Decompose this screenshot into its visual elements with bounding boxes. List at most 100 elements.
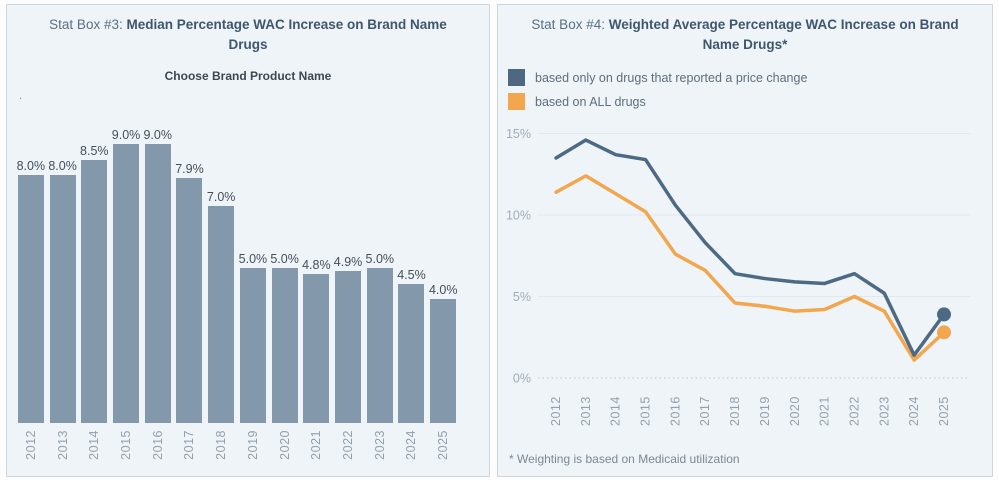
x-axis-label: 2012 [549, 396, 563, 426]
bar-column: 4.8% [300, 258, 332, 423]
x-axis-tick: 2025 [427, 430, 459, 474]
line-chart-legend: based only on drugs that reported a pric… [508, 69, 992, 110]
bar[interactable] [176, 178, 203, 423]
x-axis-label: 2015 [639, 396, 653, 426]
x-axis-label: 2018 [214, 430, 229, 460]
bar-column: 8.0% [47, 159, 79, 423]
stat-box-3-panel: Stat Box #3: Median Percentage WAC Incre… [6, 4, 490, 477]
x-axis-label: 2024 [404, 430, 419, 460]
x-axis-label: 2012 [23, 430, 38, 460]
stat-box-3-title-prefix: Stat Box #3: [49, 17, 127, 32]
x-axis-label: 2023 [372, 430, 387, 460]
bar-value-label: 7.9% [175, 162, 204, 177]
stat-box-3-title-main: Median Percentage WAC Increase on Brand … [126, 17, 447, 52]
bar-column: 4.9% [332, 255, 364, 423]
x-axis-label: 2016 [150, 430, 165, 460]
x-axis-label: 2015 [119, 430, 134, 460]
bar[interactable] [49, 175, 76, 423]
y-axis-label: 0% [513, 372, 531, 386]
x-axis-tick: 2024 [396, 430, 428, 474]
bar[interactable] [398, 283, 425, 423]
x-axis-label: 2021 [309, 430, 324, 460]
bar[interactable] [208, 206, 235, 423]
legend-swatch-orange [508, 93, 525, 110]
x-axis-tick: 2020 [269, 430, 301, 474]
bar-value-label: 8.5% [80, 143, 109, 158]
bar-value-label: 4.0% [428, 283, 458, 297]
x-axis-label: 2019 [758, 396, 772, 426]
legend-item-reported-price-change[interactable]: based only on drugs that reported a pric… [508, 69, 992, 86]
line-chart-svg: 0% 5% 10% 15% 2012 2013 2014 2015 2016 2017 2018 20… [506, 127, 970, 426]
line-reported-price-change[interactable] [554, 138, 946, 357]
footnote: * Weighting is based on Medicaid utiliza… [509, 452, 740, 466]
brand-product-filter-label[interactable]: Choose Brand Product Name [164, 69, 332, 83]
x-axis-label: 2020 [277, 430, 292, 460]
bar-value-label: 5.0% [270, 252, 299, 266]
x-axis-tick: 2022 [332, 430, 364, 474]
bar[interactable] [144, 144, 171, 423]
bar-value-label: 4.9% [333, 255, 363, 270]
bar[interactable] [303, 274, 330, 423]
legend-label: based only on drugs that reported a pric… [535, 70, 808, 85]
x-axis-tick: 2013 [47, 430, 79, 474]
bar-chart-xlabels: 2012 2013 2014 2015 2016 2017 2018 2019 2020 2021… [15, 430, 459, 474]
line-all-drugs[interactable] [554, 174, 946, 362]
x-axis-tick: 2018 [205, 430, 237, 474]
legend-swatch-dark [508, 69, 525, 86]
y-axis-label: 15% [506, 127, 531, 141]
x-axis-label: 2017 [182, 430, 197, 460]
bar[interactable] [271, 268, 298, 423]
x-axis-tick: 2017 [174, 430, 206, 474]
x-axis-tick: 2021 [300, 430, 332, 474]
stray-dot-text: . [19, 90, 23, 102]
bar[interactable] [430, 299, 457, 423]
x-axis-label: 2013 [55, 430, 70, 460]
end-marker[interactable] [937, 307, 951, 322]
line-chart: 0% 5% 10% 15% 2012 2013 2014 2015 2016 2017 2018 20… [498, 116, 992, 437]
x-axis-label: 2013 [579, 396, 593, 426]
bar-column: 7.9% [174, 162, 206, 423]
end-marker[interactable] [937, 325, 951, 340]
stat-box-4-panel: Stat Box #4: Weighted Average Percentage… [497, 4, 993, 477]
x-axis-label: 2014 [609, 396, 623, 426]
bar-value-label: 4.5% [397, 267, 426, 282]
y-axis-label: 10% [506, 209, 531, 223]
bar[interactable] [81, 159, 108, 423]
x-axis-label: 2020 [788, 396, 802, 426]
bar[interactable] [366, 268, 393, 423]
bar[interactable] [239, 268, 266, 423]
stat-box-3-title: Stat Box #3: Median Percentage WAC Incre… [7, 15, 489, 55]
x-axis-label: 2019 [245, 430, 260, 460]
bar-column: 8.0% [15, 159, 47, 423]
bar[interactable] [113, 144, 140, 423]
x-axis-tick: 2012 [15, 430, 47, 474]
bar-column: 5.0% [364, 252, 396, 423]
bar[interactable] [17, 175, 44, 423]
x-axis-label: 2022 [847, 396, 861, 426]
x-axis-label: 2022 [341, 430, 356, 460]
x-axis-label: 2024 [907, 396, 921, 426]
bar-column: 7.0% [205, 190, 237, 423]
x-axis-tick: 2023 [364, 430, 396, 474]
bar-value-label: 8.0% [16, 159, 46, 173]
bar-column: 9.0% [110, 128, 142, 423]
bar-column: 5.0% [237, 252, 269, 423]
x-axis-label: 2016 [668, 396, 682, 426]
bar-value-label: 5.0% [238, 252, 268, 266]
bar-column: 5.0% [269, 252, 301, 423]
bar-chart-bars: 8.0% 8.0% 8.5% 9.0% 9.0% 7.9% 7.0% 5.0% 5.0% 4.8%… [15, 127, 459, 423]
bar-value-label: 9.0% [111, 128, 141, 142]
bar[interactable] [335, 271, 362, 423]
legend-item-all-drugs[interactable]: based on ALL drugs [508, 93, 992, 110]
bar-value-label: 9.0% [143, 128, 172, 142]
x-axis-label: 2017 [698, 396, 712, 426]
bar-column: 8.5% [78, 143, 110, 423]
x-axis-label: 2014 [87, 430, 102, 460]
bar-column: 9.0% [142, 128, 174, 423]
bar-column: 4.5% [396, 267, 428, 423]
x-axis-label: 2023 [877, 396, 891, 426]
y-axis-label: 5% [513, 290, 531, 304]
bar-column: 4.0% [427, 283, 459, 423]
x-axis-tick: 2014 [78, 430, 110, 474]
